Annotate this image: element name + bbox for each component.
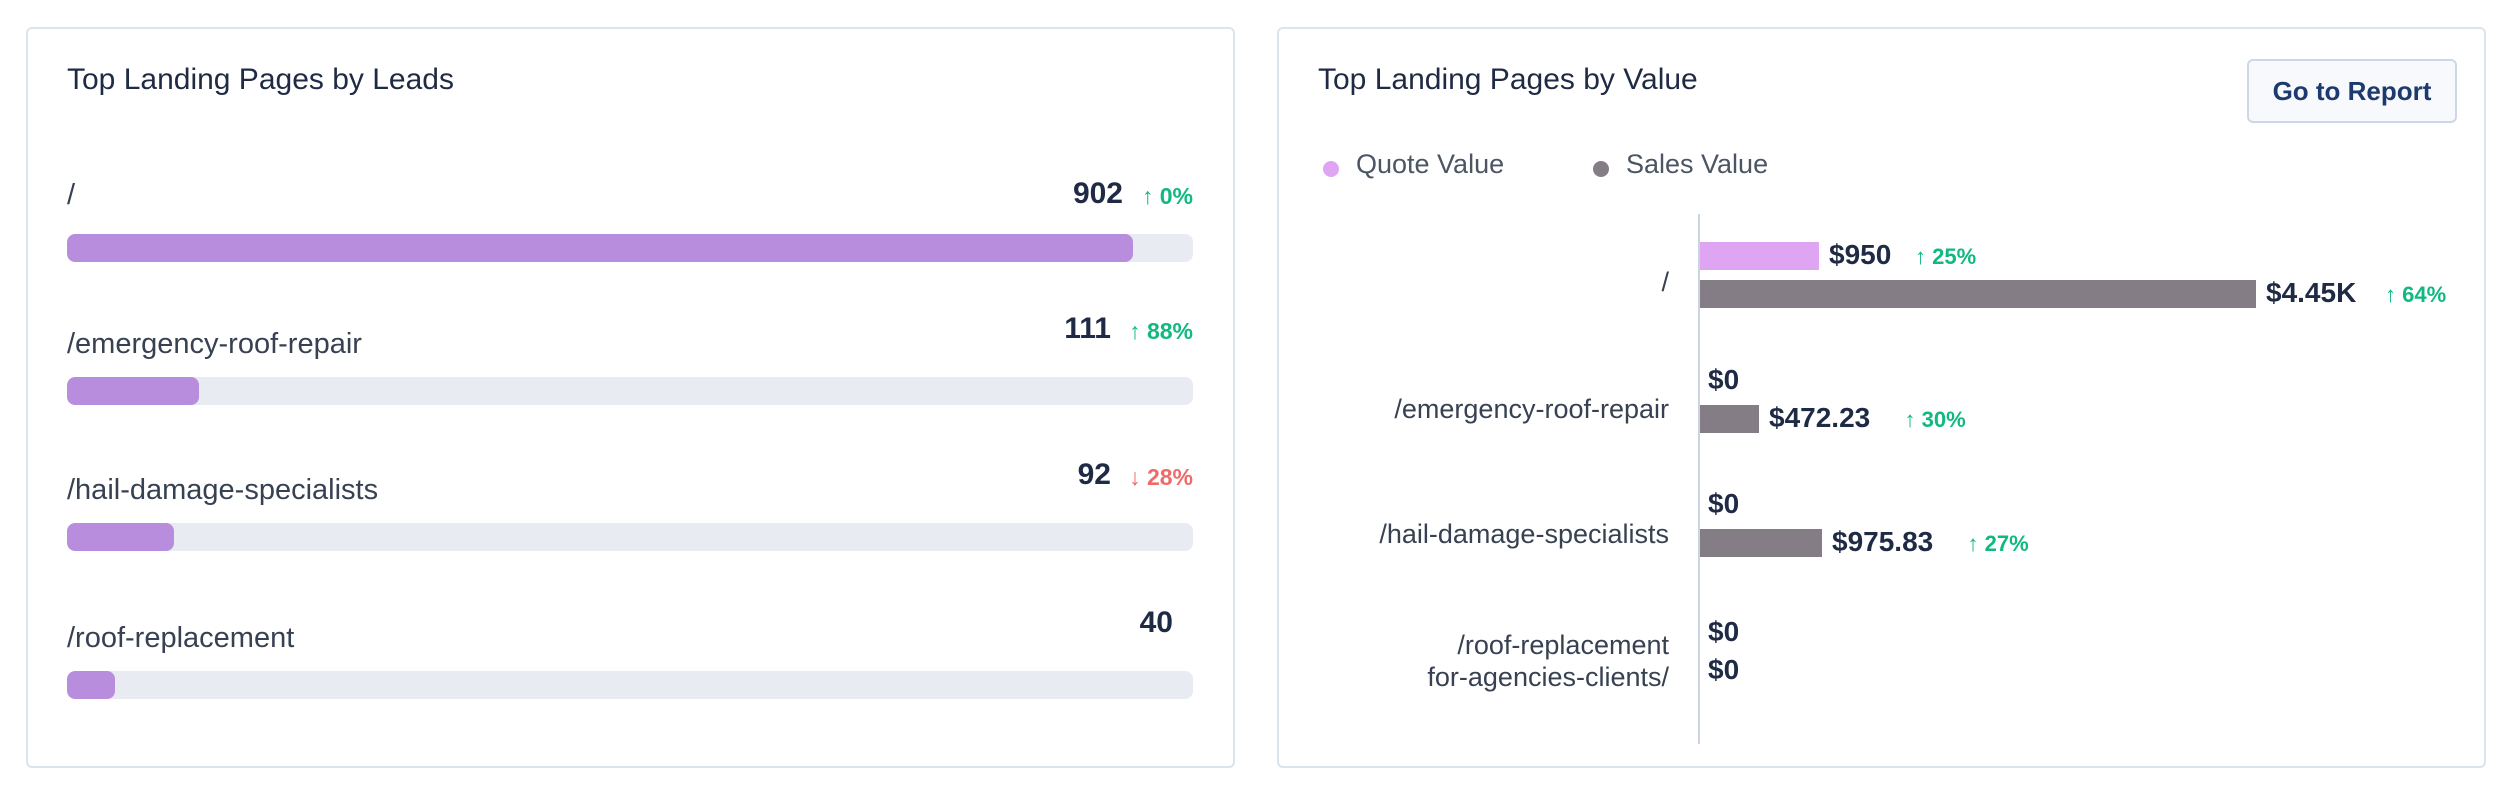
lead-progress-track <box>67 234 1193 262</box>
change-down-indicator: ↓ 28% <box>1129 464 1193 491</box>
value-card: Top Landing Pages by Value Go to Report … <box>1277 27 2486 768</box>
category-label-line: for-agencies-clients/ <box>1427 662 1669 692</box>
change-up-indicator: ↑ 30% <box>1905 407 1966 433</box>
go-to-report-button[interactable]: Go to Report <box>2247 59 2457 123</box>
change-up-indicator: ↑ 88% <box>1129 318 1193 345</box>
lead-progress-fill <box>67 377 199 405</box>
lead-progress-track <box>67 523 1193 551</box>
chart-axis <box>1698 214 1700 744</box>
sales-value-label: $0 <box>1708 654 1740 685</box>
sales-value-bar[interactable] <box>1700 529 1822 557</box>
category-label: /hail-damage-specialists <box>1379 518 1669 550</box>
quote-value-label: $950 <box>1829 239 1892 270</box>
category-label-line: / <box>1661 267 1669 297</box>
leads-card: Top Landing Pages by Leads / 902 ↑ 0% /emer… <box>26 27 1235 768</box>
change-up-indicator: ↑ 25% <box>1915 244 1976 270</box>
arrow-up-icon: ↑ <box>1141 183 1154 209</box>
lead-row: /emergency-roof-repair 111 ↑ 88% <box>67 304 1193 405</box>
lead-count: 902 <box>1072 177 1123 210</box>
change-up-indicator: ↑ 0% <box>1142 183 1193 210</box>
change-up-indicator: ↑ 64% <box>2385 282 2446 308</box>
lead-count: 92 <box>1077 458 1111 491</box>
sales-value-label: $975.83 <box>1832 526 1934 557</box>
value-card-title: Top Landing Pages by Value <box>1318 63 1698 96</box>
lead-page-label[interactable]: /emergency-roof-repair <box>67 328 362 360</box>
lead-page-label[interactable]: /hail-damage-specialists <box>67 474 379 506</box>
arrow-up-icon: ↑ <box>2385 282 2396 307</box>
lead-page-label[interactable]: / <box>67 179 76 211</box>
lead-count: 111 <box>1064 312 1111 345</box>
arrow-up-icon: ↑ <box>1915 244 1926 269</box>
category-label: /roof-replacement for-agencies-clients/ <box>1427 629 1669 693</box>
lead-progress-fill <box>67 671 115 699</box>
sales-value-label: $472.23 <box>1769 402 1871 433</box>
lead-progress-track <box>67 671 1193 699</box>
lead-count: 40 <box>1139 606 1173 639</box>
change-value: 30% <box>1915 407 1966 432</box>
change-up-indicator: ↑ 27% <box>1968 531 2029 557</box>
legend-quote-value[interactable]: Quote Value <box>1356 149 1505 179</box>
change-value: 28% <box>1140 464 1193 490</box>
change-value: 64% <box>2396 282 2447 307</box>
sales-value-bar[interactable] <box>1700 280 2256 308</box>
legend-sales-value[interactable]: Sales Value <box>1626 149 1769 179</box>
lead-progress-fill <box>67 523 174 551</box>
quote-value-label: $0 <box>1708 364 1740 395</box>
lead-progress-fill <box>67 234 1133 262</box>
arrow-down-icon: ↓ <box>1129 464 1141 490</box>
category-label-line: /roof-replacement <box>1457 630 1669 660</box>
quote-value-label: $0 <box>1708 616 1740 647</box>
quote-value-bar[interactable] <box>1700 242 1819 270</box>
change-value: 25% <box>1926 244 1977 269</box>
sales-value-bar[interactable] <box>1700 405 1759 433</box>
lead-row: / 902 ↑ 0% <box>67 159 1193 262</box>
change-value: 0% <box>1153 183 1193 209</box>
category-label: / <box>1661 266 1669 298</box>
lead-row: /hail-damage-specialists 92 ↓ 28% <box>67 450 1193 551</box>
arrow-up-icon: ↑ <box>1129 318 1141 344</box>
category-label-line: /emergency-roof-repair <box>1394 394 1669 424</box>
change-value: 88% <box>1140 318 1193 344</box>
category-label: /emergency-roof-repair <box>1394 393 1669 425</box>
sales-value-legend-dot <box>1593 161 1609 177</box>
lead-progress-track <box>67 377 1193 405</box>
leads-card-title: Top Landing Pages by Leads <box>67 63 454 96</box>
change-value: 27% <box>1978 531 2029 556</box>
category-label-line: /hail-damage-specialists <box>1379 519 1669 549</box>
arrow-up-icon: ↑ <box>1967 531 1979 556</box>
quote-value-label: $0 <box>1708 488 1740 519</box>
lead-page-label[interactable]: /roof-replacement <box>67 622 295 654</box>
sales-value-label: $4.45K <box>2266 277 2357 308</box>
quote-value-legend-dot <box>1323 161 1339 177</box>
arrow-up-icon: ↑ <box>1904 407 1916 432</box>
lead-row: /roof-replacement 40 <box>67 598 1193 699</box>
